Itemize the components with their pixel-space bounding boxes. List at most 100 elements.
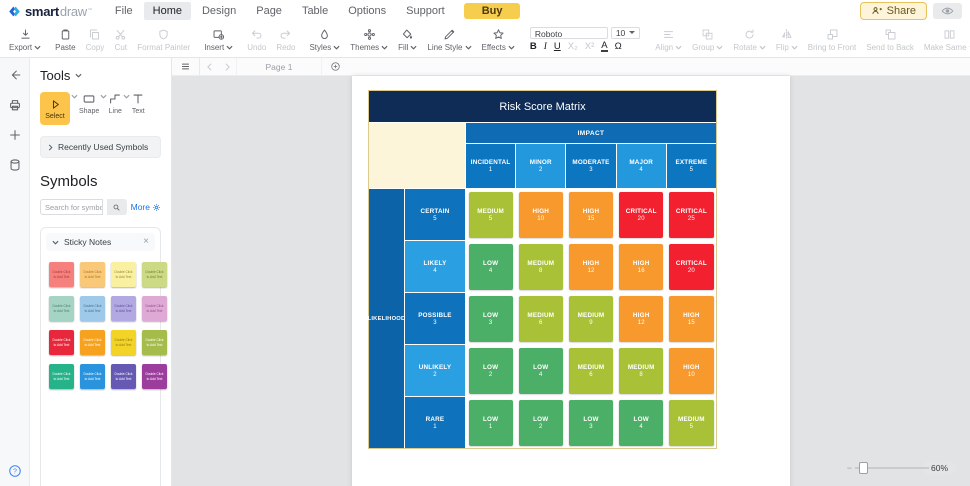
sticky-note[interactable]: Double Click to Add Text	[111, 364, 136, 389]
matrix-cell[interactable]: HIGH 10	[518, 191, 563, 238]
page-tab[interactable]: Page 1	[236, 58, 322, 75]
symbol-search-input[interactable]: Search for symbols...	[40, 199, 103, 215]
drawing-canvas[interactable]: Page 1 Risk Score Matrix IMPACT INCIDENT…	[172, 58, 970, 486]
menu-design[interactable]: Design	[201, 5, 237, 17]
impact-header[interactable]: IMPACT	[466, 123, 716, 143]
menu-options[interactable]: Options	[348, 5, 387, 17]
matrix-corner-cell[interactable]	[369, 123, 465, 188]
zoom-slider-track[interactable]	[854, 462, 929, 474]
matrix-cell[interactable]: LOW 2	[518, 399, 563, 446]
row-header[interactable]: UNLIKELY 2	[405, 345, 465, 396]
smartdraw-logo[interactable]: smart draw ™	[8, 4, 92, 19]
paste-button[interactable]: Paste	[50, 22, 80, 57]
fill-button[interactable]: Fill	[393, 22, 422, 57]
sticky-note[interactable]: Double Click to Add Text	[49, 262, 74, 287]
matrix-cell[interactable]: HIGH 12	[568, 243, 614, 290]
sticky-note[interactable]: Double Click to Add Text	[142, 330, 167, 355]
matrix-cell[interactable]: HIGH 12	[619, 295, 664, 342]
column-header[interactable]: EXTREME 5	[666, 144, 716, 188]
effects-button[interactable]: Effects	[477, 22, 520, 57]
select-dropdown-chevron[interactable]	[71, 94, 78, 99]
font-color-button[interactable]: A	[601, 39, 608, 53]
page-list-button[interactable]	[172, 58, 200, 75]
search-button[interactable]	[106, 199, 127, 215]
help-icon[interactable]: ?	[8, 464, 22, 478]
line-tool-button[interactable]: Line	[108, 92, 122, 115]
likelihood-header[interactable]: LIKELIHOOD	[368, 189, 405, 448]
close-icon[interactable]: ×	[143, 236, 149, 247]
sticky-note[interactable]: Double Click to Add Text	[80, 330, 105, 355]
menu-support[interactable]: Support	[406, 5, 445, 17]
sticky-note[interactable]: Double Click to Add Text	[80, 262, 105, 287]
italic-button[interactable]: I	[543, 41, 547, 52]
sticky-note[interactable]: Double Click to Add Text	[80, 296, 105, 321]
sticky-note[interactable]: Double Click to Add Text	[111, 262, 136, 287]
matrix-cell[interactable]: LOW 3	[568, 399, 614, 446]
tools-header[interactable]: Tools	[40, 68, 161, 83]
matrix-cell[interactable]: LOW 1	[468, 399, 513, 446]
sticky-note[interactable]: Double Click to Add Text	[49, 330, 74, 355]
sticky-note[interactable]: Double Click to Add Text	[49, 296, 74, 321]
add-icon[interactable]	[8, 128, 22, 142]
underline-button[interactable]: U	[553, 41, 561, 52]
sticky-note[interactable]: Double Click to Add Text	[49, 364, 74, 389]
menu-page[interactable]: Page	[256, 5, 282, 17]
shape-dropdown-chevron[interactable]	[100, 94, 107, 99]
preview-button[interactable]	[933, 3, 962, 19]
select-tool-button[interactable]: Select	[40, 92, 70, 125]
matrix-cell[interactable]: HIGH 10	[669, 347, 714, 394]
shape-tool-button[interactable]: Shape	[79, 92, 99, 115]
matrix-cell[interactable]: MEDIUM 6	[568, 347, 614, 394]
text-tool-button[interactable]: Text	[131, 92, 145, 115]
matrix-cell[interactable]: CRITICAL 25	[669, 191, 714, 238]
matrix-cell[interactable]: HIGH 16	[619, 243, 664, 290]
column-header[interactable]: MINOR 2	[516, 144, 566, 188]
row-header[interactable]: LIKELY 4	[405, 241, 465, 292]
sticky-note[interactable]: Double Click to Add Text	[142, 296, 167, 321]
menu-file[interactable]: File	[114, 5, 133, 17]
matrix-cell[interactable]: MEDIUM 8	[619, 347, 664, 394]
styles-button[interactable]: Styles	[304, 22, 345, 57]
more-symbols-link[interactable]: More	[131, 202, 161, 212]
matrix-cell[interactable]: CRITICAL 20	[669, 243, 714, 290]
column-header[interactable]: MAJOR 4	[616, 144, 666, 188]
recently-used-symbols[interactable]: Recently Used Symbols	[40, 136, 161, 158]
matrix-cell[interactable]: HIGH 15	[669, 295, 714, 342]
matrix-cell[interactable]: HIGH 15	[568, 191, 614, 238]
back-arrow-icon[interactable]	[8, 68, 22, 82]
print-icon[interactable]	[8, 98, 22, 112]
data-storage-icon[interactable]	[8, 158, 22, 172]
font-family-input[interactable]: Roboto	[529, 26, 608, 39]
row-header[interactable]: RARE 1	[405, 397, 465, 448]
sticky-note[interactable]: Double Click to Add Text	[142, 262, 167, 287]
document-page[interactable]: Risk Score Matrix IMPACT INCIDENTAL 1 MIN…	[352, 76, 790, 486]
matrix-cell[interactable]: LOW 2	[468, 347, 513, 394]
bold-button[interactable]: B	[529, 41, 537, 52]
matrix-cell[interactable]: CRITICAL 20	[619, 191, 664, 238]
export-button[interactable]: Export	[4, 22, 46, 57]
menu-home[interactable]: Home	[143, 2, 191, 20]
line-style-button[interactable]: Line Style	[422, 22, 476, 57]
matrix-cell[interactable]: LOW 4	[468, 243, 513, 290]
sticky-note[interactable]: Double Click to Add Text	[111, 296, 136, 321]
matrix-cell[interactable]: MEDIUM 5	[669, 399, 714, 446]
matrix-cell[interactable]: LOW 4	[619, 399, 664, 446]
sticky-note[interactable]: Double Click to Add Text	[142, 364, 167, 389]
column-header[interactable]: MODERATE 3	[566, 144, 616, 188]
column-header[interactable]: INCIDENTAL 1	[466, 144, 516, 188]
share-button[interactable]: Share	[859, 2, 927, 20]
menu-table[interactable]: Table	[301, 5, 329, 17]
matrix-cell[interactable]: MEDIUM 8	[518, 243, 563, 290]
matrix-cell[interactable]: MEDIUM 9	[568, 295, 614, 342]
sticky-note[interactable]: Double Click to Add Text	[111, 330, 136, 355]
matrix-cell[interactable]: MEDIUM 5	[468, 191, 513, 238]
sticky-notes-header[interactable]: Sticky Notes ×	[46, 233, 155, 251]
font-size-dropdown[interactable]: 10	[610, 26, 641, 39]
add-page-button[interactable]	[322, 61, 348, 72]
matrix-title[interactable]: Risk Score Matrix	[369, 91, 716, 122]
symbol-omega-button[interactable]: Ω	[614, 41, 622, 52]
line-dropdown-chevron[interactable]	[123, 94, 130, 99]
sticky-note[interactable]: Double Click to Add Text	[80, 364, 105, 389]
matrix-cell[interactable]: LOW 3	[468, 295, 513, 342]
matrix-cell[interactable]: LOW 4	[518, 347, 563, 394]
